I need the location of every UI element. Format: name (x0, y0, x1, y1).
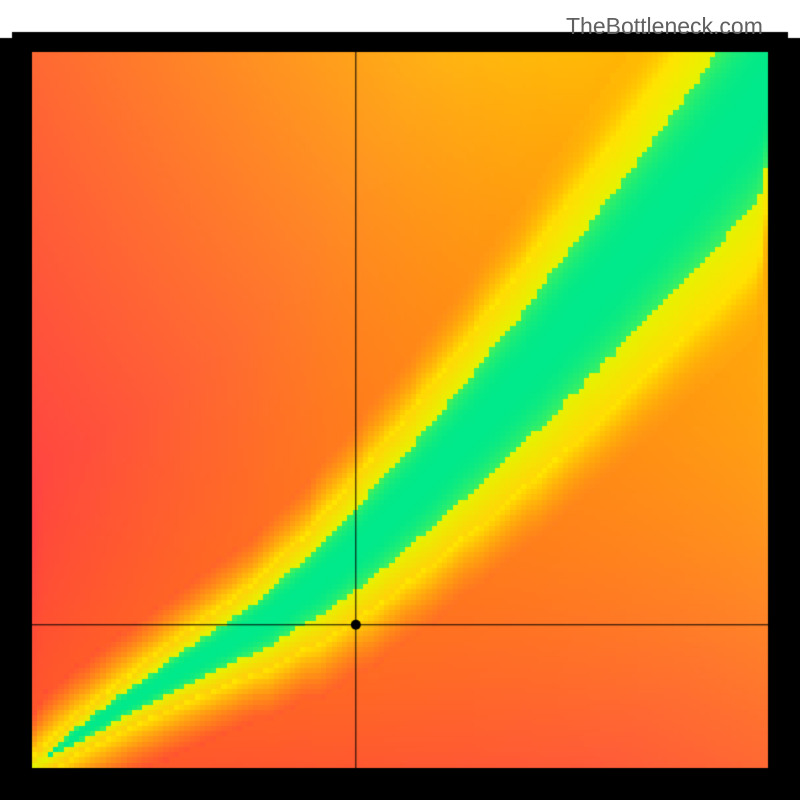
bottleneck-heatmap (0, 0, 800, 800)
watermark-text: TheBottleneck.com (566, 13, 763, 40)
